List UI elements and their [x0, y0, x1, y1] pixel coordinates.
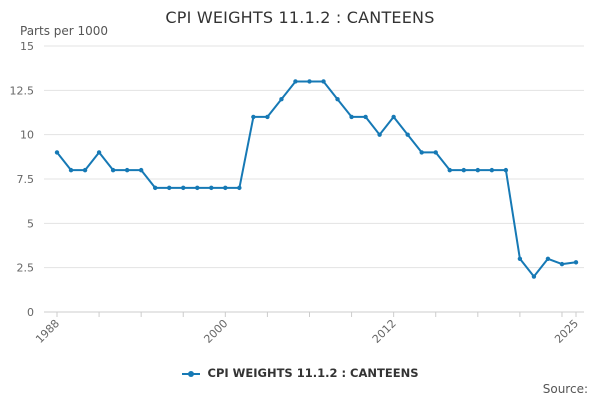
y-tick-label: 15 — [20, 40, 34, 53]
y-tick-label: 5 — [27, 217, 34, 230]
data-point — [531, 274, 537, 279]
data-point — [321, 79, 326, 84]
data-point — [152, 185, 158, 191]
data-point — [363, 114, 368, 120]
data-point — [181, 185, 186, 191]
data-point — [489, 167, 495, 173]
y-tick-label: 2.5 — [17, 262, 35, 275]
legend-swatch-icon — [181, 369, 200, 379]
data-point — [307, 79, 312, 84]
data-point — [335, 97, 340, 102]
legend-label: CPI WEIGHTS 11.1.2 : CANTEENS — [207, 366, 419, 380]
data-point — [517, 256, 523, 261]
x-tick-label: 1988 — [33, 317, 62, 346]
data-point — [138, 167, 144, 173]
series-layer — [54, 79, 579, 279]
data-point — [293, 79, 298, 84]
data-point — [405, 132, 410, 137]
data-point — [96, 150, 102, 155]
data-point — [419, 150, 424, 155]
data-point — [391, 114, 396, 120]
data-point — [251, 114, 256, 120]
data-point — [237, 185, 242, 191]
data-point — [68, 167, 74, 173]
axes: 0 2.5 5 7.5 10 12.5 15 1988 2000 2012 2025 — [10, 40, 584, 346]
y-tick-label: 7.5 — [17, 173, 35, 186]
data-point — [461, 167, 466, 173]
data-point — [349, 114, 354, 120]
data-point — [573, 260, 579, 265]
data-point — [223, 185, 228, 191]
y-axis-label: Parts per 1000 — [20, 24, 109, 38]
data-point — [559, 261, 565, 267]
data-point — [503, 167, 509, 173]
data-point — [475, 167, 481, 173]
data-point — [447, 167, 452, 173]
source-label: Source: — [542, 382, 588, 396]
y-tick-label: 0 — [27, 306, 34, 319]
data-point — [124, 167, 130, 173]
data-point — [279, 97, 284, 102]
series-line — [56, 80, 577, 278]
data-point — [195, 185, 200, 191]
data-point — [433, 150, 438, 155]
grid-lines — [44, 45, 584, 313]
data-point — [82, 167, 88, 173]
data-point — [167, 185, 172, 191]
x-tick-label: 2000 — [201, 317, 230, 346]
data-point — [54, 150, 60, 155]
chart-title: CPI WEIGHTS 11.1.2 : CANTEENS — [165, 8, 435, 27]
x-tick-label: 2025 — [552, 317, 581, 346]
data-point — [209, 185, 214, 191]
data-point — [377, 132, 382, 137]
legend[interactable]: CPI WEIGHTS 11.1.2 : CANTEENS — [0, 366, 600, 380]
data-point — [110, 167, 116, 173]
data-point — [265, 114, 270, 120]
x-tick-label: 2012 — [370, 317, 399, 346]
y-tick-label: 12.5 — [10, 84, 35, 97]
y-tick-label: 10 — [20, 129, 34, 142]
data-point — [545, 256, 551, 261]
